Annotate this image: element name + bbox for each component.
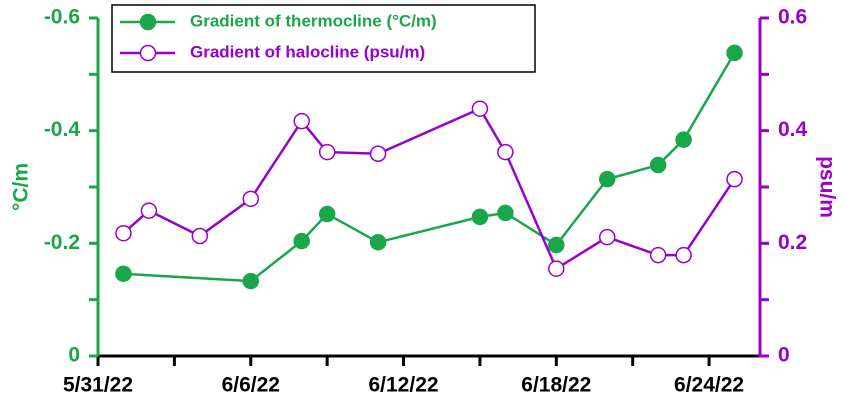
legend-marker [139, 44, 157, 62]
y2-tick-label: 0.4 [778, 118, 808, 141]
series-line [123, 52, 736, 283]
data-point [242, 190, 260, 208]
y-tick-label: 0 [68, 344, 80, 367]
y-tick-label: -0.4 [44, 118, 81, 141]
y2-tick-label: 0.2 [778, 231, 807, 254]
data-point [598, 170, 616, 188]
data-point [140, 202, 158, 219]
legend-label: Gradient of thermocline (°C/m) [190, 11, 437, 30]
data-point [293, 112, 310, 130]
data-point [115, 265, 132, 283]
data-point [497, 204, 514, 222]
data-point [293, 232, 310, 250]
data-point [675, 131, 692, 148]
data-point [115, 224, 132, 242]
data-point [369, 233, 387, 251]
data-point [675, 246, 692, 264]
data-point [649, 156, 667, 174]
legend-marker [139, 13, 157, 31]
data-point [649, 246, 667, 264]
y-axis-label: °C/m [10, 163, 33, 211]
x-tick-label: 6/18/22 [521, 374, 591, 397]
x-tick-label: 6/12/22 [368, 374, 438, 397]
data-point [318, 205, 336, 223]
data-point [471, 208, 489, 226]
data-point [318, 143, 336, 161]
y2-tick-label: 0 [778, 344, 790, 367]
y-tick-label: -0.6 [44, 6, 80, 29]
data-point [471, 100, 489, 117]
data-point [726, 44, 743, 62]
data-point [369, 145, 387, 163]
legend-label: Gradient of halocline (psu/m) [190, 42, 425, 61]
data-point [548, 260, 565, 277]
data-point [497, 143, 514, 161]
data-point [242, 272, 260, 290]
data-point [548, 236, 565, 254]
x-tick-label: 6/6/22 [222, 374, 280, 397]
x-tick-label: 5/31/22 [63, 374, 133, 397]
data-point [598, 228, 616, 246]
y-tick-label: -0.2 [44, 231, 80, 254]
legend-box [111, 4, 536, 73]
series-line [122, 107, 736, 271]
x-tick-label: 6/24/22 [674, 374, 744, 397]
data-point [726, 170, 743, 188]
y2-axis-label: psu/m [815, 156, 838, 218]
y2-tick-label: 0.6 [778, 6, 807, 29]
data-point [191, 227, 209, 245]
